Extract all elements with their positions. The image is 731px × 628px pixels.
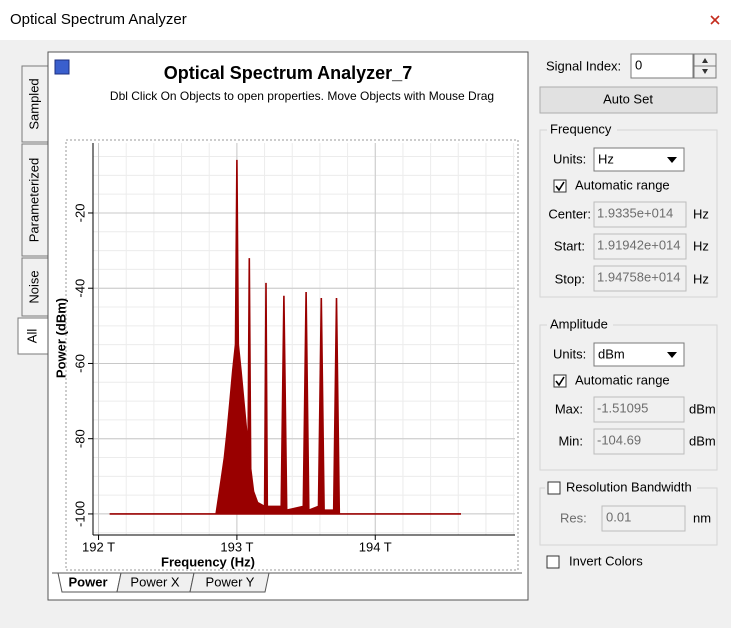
tab-label: Parameterized [26,158,41,243]
checkbox-label: Invert Colors [569,553,643,568]
tab-label: Power [68,574,107,589]
unit: Hz [693,271,709,286]
spectrum-line [109,159,461,515]
label: Max: [555,401,583,416]
label: Min: [558,433,583,448]
unit: Hz [693,238,709,253]
input-value: 1.91942e+014 [597,237,681,252]
x-tick-label: 193 T [220,539,253,554]
label: Stop: [555,271,585,286]
y-tick-label: -20 [72,204,87,223]
units-select[interactable] [593,147,685,172]
title-bar [0,0,731,40]
checkbox[interactable] [553,374,567,388]
input-value: 1.94758e+014 [597,269,681,284]
tab[interactable] [21,143,49,257]
plot: 192 T 193 T 194 T -20 -40 -60 -80 -100 [72,143,515,554]
checkbox[interactable] [546,555,560,569]
y-tick-label: -80 [72,429,87,448]
tab-label: All [24,329,39,344]
input-disabled [601,505,686,532]
select-value: dBm [598,346,625,361]
select-value: Hz [598,151,614,166]
input-disabled [593,233,687,260]
input-value: 1.9335e+014 [597,205,673,220]
label: Start: [554,238,585,253]
input-disabled [593,265,687,292]
legend-bg [547,317,613,333]
checkbox[interactable] [547,481,561,495]
label: Units: [553,346,586,361]
auto-set-button[interactable] [539,86,718,114]
unit: dBm [689,401,716,416]
legend-bg [547,122,617,138]
label: Signal Index: [546,58,621,73]
tab-label: Noise [26,270,41,303]
button-label: Auto Set [603,91,653,106]
check-mark [555,376,565,387]
chart-subtitle: Dbl Click On Objects to open properties.… [110,89,494,103]
close-button[interactable] [703,8,727,32]
tab[interactable] [21,65,49,143]
tab-label: Power X [130,574,179,589]
spin-arrows [702,58,708,74]
checkbox-label: Automatic range [575,177,670,192]
side-tabs: Sampled Parameterized Noise All [17,65,49,355]
units-select[interactable] [593,342,685,367]
unit: dBm [689,433,716,448]
x-tick-label: 194 T [359,539,392,554]
label: Center: [548,206,591,221]
dropdown-arrow [667,352,677,358]
checkbox-label: Automatic range [575,372,670,387]
group-box [539,324,718,471]
window-title: Optical Spectrum Analyzer [10,11,187,28]
label: Units: [553,151,586,166]
label: Res: [560,510,587,525]
unit: nm [693,510,711,525]
input-value: -1.51095 [597,400,648,415]
input-value: -104.69 [597,432,641,447]
tab-label: Sampled [26,78,41,129]
input-value: 0.01 [606,509,631,524]
legend-bg [545,480,697,496]
unit: Hz [693,206,709,221]
input-disabled [593,201,687,228]
x-axis-label: Frequency (Hz) [161,554,255,569]
dropdown-arrow [667,157,677,163]
group-legend: Resolution Bandwidth [566,479,692,494]
group-box [539,129,718,298]
check-mark [555,181,565,192]
group-legend: Amplitude [550,316,608,331]
spin-input[interactable] [630,53,694,79]
tab[interactable] [189,572,270,593]
input-disabled [593,428,685,455]
chart-title: Optical Spectrum Analyzer_7 [164,63,412,83]
y-tick-label: -40 [72,279,87,298]
tab-selected[interactable] [17,317,49,355]
group-legend: Frequency [550,121,612,136]
y-tick-label: -100 [72,501,87,527]
tab-label: Power Y [206,574,255,589]
plot-frame [65,139,519,571]
input-disabled [593,396,685,423]
y-tick-label: -60 [72,354,87,373]
x-tick-label: 192 T [82,539,115,554]
panel-icon [54,59,70,75]
y-axis-label: Power (dBm) [53,298,68,378]
checkbox[interactable] [553,179,567,193]
spin-value: 0 [635,57,642,72]
